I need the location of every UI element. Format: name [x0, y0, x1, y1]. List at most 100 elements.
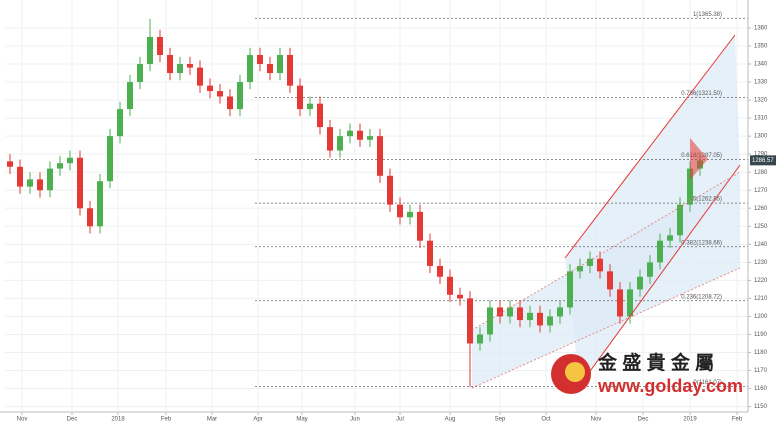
- x-tick-label: Dec: [67, 417, 78, 423]
- y-tick-label: 1290: [754, 152, 768, 158]
- y-tick-label: 1300: [754, 134, 768, 140]
- candle-body: [337, 136, 343, 151]
- triangle: [690, 138, 708, 180]
- candle-body: [497, 307, 503, 317]
- candle-body: [17, 166, 23, 187]
- channel-line: [579, 164, 741, 386]
- y-tick-label: 1170: [754, 368, 768, 374]
- candle-body: [597, 258, 603, 272]
- y-tick-label: 1250: [754, 224, 768, 230]
- candle-body: [327, 127, 333, 151]
- logo: [565, 362, 585, 382]
- candle-body: [557, 307, 563, 317]
- candle-body: [477, 334, 483, 344]
- y-tick-label: 1230: [754, 260, 768, 266]
- candle-body: [367, 136, 373, 140]
- candle-body: [97, 181, 103, 227]
- y-tick-label: 1330: [754, 80, 768, 86]
- candle-body: [527, 312, 533, 321]
- candle-body: [297, 85, 303, 110]
- candle-body: [447, 276, 453, 295]
- watermark-name: 金 盛 貴 金 屬: [597, 351, 714, 374]
- y-tick-label: 1240: [754, 242, 768, 248]
- candle-body: [197, 67, 203, 86]
- x-tick-label: Oct: [541, 417, 551, 423]
- candle-body: [227, 96, 233, 110]
- candle-body: [667, 235, 673, 241]
- candle-body: [377, 136, 383, 176]
- candle-body: [347, 130, 353, 137]
- y-tick-label: 1190: [754, 332, 768, 338]
- candle-body: [77, 157, 83, 209]
- y-tick-label: 1350: [754, 44, 768, 50]
- x-tick-label: Nov: [591, 417, 602, 423]
- x-tick-label: Apr: [253, 417, 262, 423]
- candle-body: [277, 54, 283, 74]
- price-tag: 1286.57: [752, 158, 774, 164]
- candle-body: [427, 240, 433, 266]
- candle-body: [627, 289, 633, 317]
- y-tick-label: 1340: [754, 62, 768, 68]
- candle-body: [577, 265, 583, 272]
- x-tick-label: Aug: [445, 417, 456, 423]
- candle-body: [507, 307, 513, 317]
- candle-body: [247, 54, 253, 83]
- fib-label: 0.5(1262.85): [688, 197, 722, 203]
- candle-body: [657, 240, 663, 263]
- y-tick-label: 1180: [754, 350, 768, 356]
- candle-body: [147, 36, 153, 65]
- y-tick-label: 1160: [754, 386, 768, 392]
- candle-body: [137, 64, 143, 83]
- candle-body: [57, 163, 63, 169]
- candle-body: [217, 91, 223, 97]
- fib-label: 0(1161.07): [693, 380, 722, 386]
- candle-body: [47, 168, 53, 191]
- y-tick-label: 1220: [754, 278, 768, 284]
- x-tick-label: Nov: [17, 417, 28, 423]
- x-tick-label: Jun: [350, 417, 360, 423]
- candle-body: [417, 211, 423, 241]
- candle-body: [267, 64, 273, 74]
- y-tick-label: 1200: [754, 314, 768, 320]
- candle-body: [87, 208, 93, 227]
- candle-body: [207, 85, 213, 92]
- candle-body: [237, 82, 243, 110]
- candle-body: [537, 312, 543, 326]
- channel-fill: [472, 172, 740, 388]
- axis-labels: 1150 1160 1170 1180 1190 1200 1210 1220 1230 1240…: [17, 26, 776, 423]
- candle-body: [407, 211, 413, 218]
- x-tick-label: Jul: [396, 417, 404, 423]
- candle-body: [617, 289, 623, 317]
- candle-body: [457, 294, 463, 299]
- y-tick-label: 1150: [754, 404, 768, 410]
- candle-body: [107, 136, 113, 182]
- candle-body: [397, 204, 403, 218]
- candle-body: [37, 179, 43, 191]
- candle-body: [677, 204, 683, 236]
- candle-body: [67, 157, 73, 164]
- candle-body: [187, 64, 193, 68]
- candle-body: [567, 271, 573, 308]
- x-tick-label: 2018: [111, 417, 125, 423]
- candle-body: [117, 109, 123, 137]
- fib-label: 0.382(1238.66): [681, 240, 722, 246]
- candle-body: [467, 298, 473, 344]
- candle-body: [287, 54, 293, 86]
- candle-body: [437, 265, 443, 277]
- candle-body: [357, 130, 363, 140]
- candle-body: [487, 307, 493, 335]
- y-tick-label: 1320: [754, 98, 768, 104]
- candle-body: [7, 161, 13, 167]
- y-tick-label: 1310: [754, 116, 768, 122]
- candle-body: [317, 103, 323, 128]
- x-tick-label: Feb: [732, 417, 743, 423]
- candle-body: [167, 54, 173, 74]
- fib-label: 0.786(1321.50): [681, 91, 722, 97]
- candle-body: [257, 54, 263, 65]
- candle-body: [517, 307, 523, 321]
- watermark-url: www.golday.com: [597, 376, 743, 396]
- candle-body: [387, 175, 393, 205]
- x-tick-label: Feb: [161, 417, 172, 423]
- candle-body: [127, 82, 133, 110]
